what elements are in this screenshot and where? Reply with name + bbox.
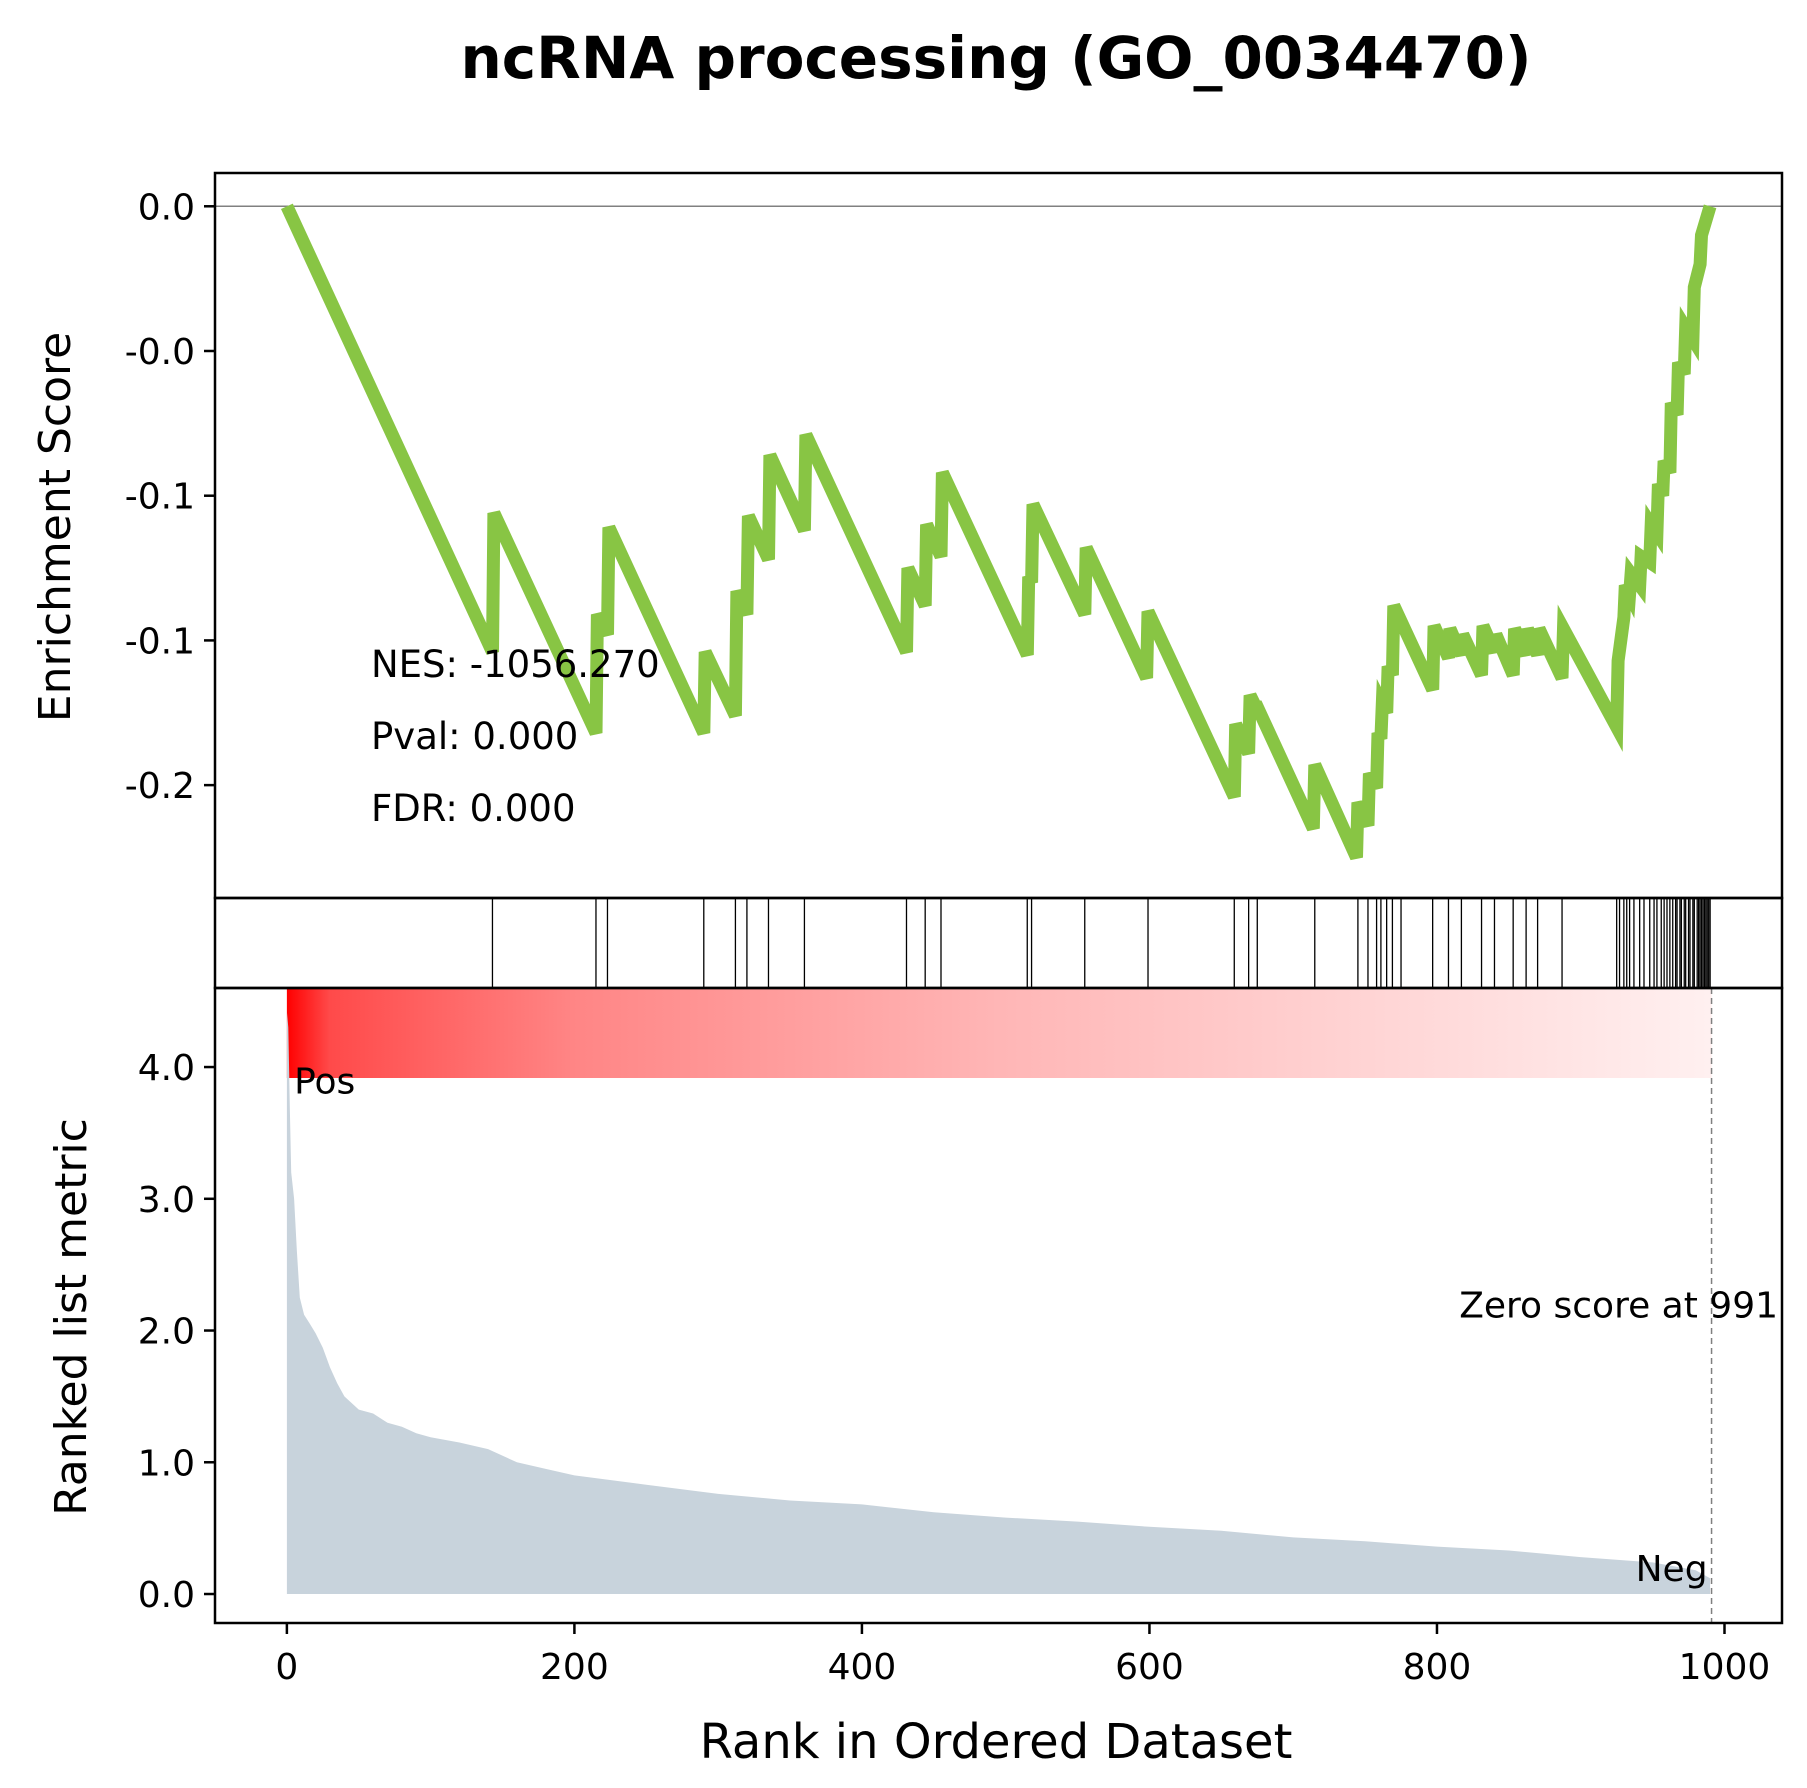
es-y-ticks: 0.0 -0.0 -0.1 -0.1 -0.2 bbox=[125, 187, 215, 807]
rank-y-tick-label: 1.0 bbox=[138, 1443, 195, 1484]
fdr-annotation: FDR: 0.000 bbox=[371, 787, 576, 830]
chart-title: ncRNA processing (GO_0034470) bbox=[461, 24, 1532, 92]
rank-y-tick-label: 0.0 bbox=[138, 1575, 195, 1616]
rank-y-tick-label: 2.0 bbox=[138, 1312, 195, 1353]
nes-annotation: NES: -1056.270 bbox=[371, 643, 660, 686]
rank-gradient-bar bbox=[286, 988, 1712, 1078]
ranked-metric-area bbox=[286, 1011, 1711, 1594]
x-axis: 0 200 400 600 800 1000 Rank in Ordered Datase… bbox=[275, 1623, 1770, 1770]
hits-panel-frame bbox=[213, 896, 1784, 990]
x-tick-label: 800 bbox=[1403, 1647, 1472, 1688]
es-y-tick-label: 0.0 bbox=[138, 187, 195, 228]
x-tick-label: 0 bbox=[275, 1647, 298, 1688]
es-y-axis-label: Enrichment Score bbox=[30, 332, 81, 722]
pval-annotation: Pval: 0.000 bbox=[371, 715, 578, 758]
rank-y-axis-label: Ranked list metric bbox=[46, 1118, 97, 1516]
es-y-tick-label: -0.0 bbox=[125, 332, 195, 373]
gene-hits-panel bbox=[491, 898, 1711, 988]
es-series-line bbox=[280, 203, 1717, 861]
x-tick-label: 400 bbox=[828, 1647, 897, 1688]
x-tick-label: 200 bbox=[540, 1647, 609, 1688]
rank-y-tick-label: 3.0 bbox=[138, 1180, 195, 1221]
es-y-tick-label: -0.1 bbox=[125, 477, 195, 518]
enrichment-score-panel: 0.0 -0.0 -0.1 -0.1 -0.2 Enrichment Score NES… bbox=[30, 187, 1782, 861]
x-axis-label: Rank in Ordered Dataset bbox=[700, 1714, 1293, 1770]
es-y-tick-label: -0.1 bbox=[125, 621, 195, 662]
rank-panel-frame bbox=[213, 986, 1784, 1625]
es-annotations: NES: -1056.270 Pval: 0.000 FDR: 0.000 bbox=[371, 643, 660, 830]
rank-y-tick-label: 4.0 bbox=[138, 1048, 195, 1089]
zero-score-label: Zero score at 991 bbox=[1459, 1285, 1778, 1326]
neg-label: Neg bbox=[1636, 1549, 1708, 1590]
x-tick-label: 1000 bbox=[1679, 1647, 1771, 1688]
ranked-metric-panel: 0.0 1.0 2.0 3.0 4.0 Ranked list metric Pos N… bbox=[46, 988, 1778, 1623]
es-y-tick-label: -0.2 bbox=[125, 766, 195, 807]
pos-label: Pos bbox=[294, 1061, 355, 1102]
x-tick-label: 600 bbox=[1115, 1647, 1184, 1688]
rank-y-ticks: 0.0 1.0 2.0 3.0 4.0 bbox=[138, 1048, 215, 1616]
